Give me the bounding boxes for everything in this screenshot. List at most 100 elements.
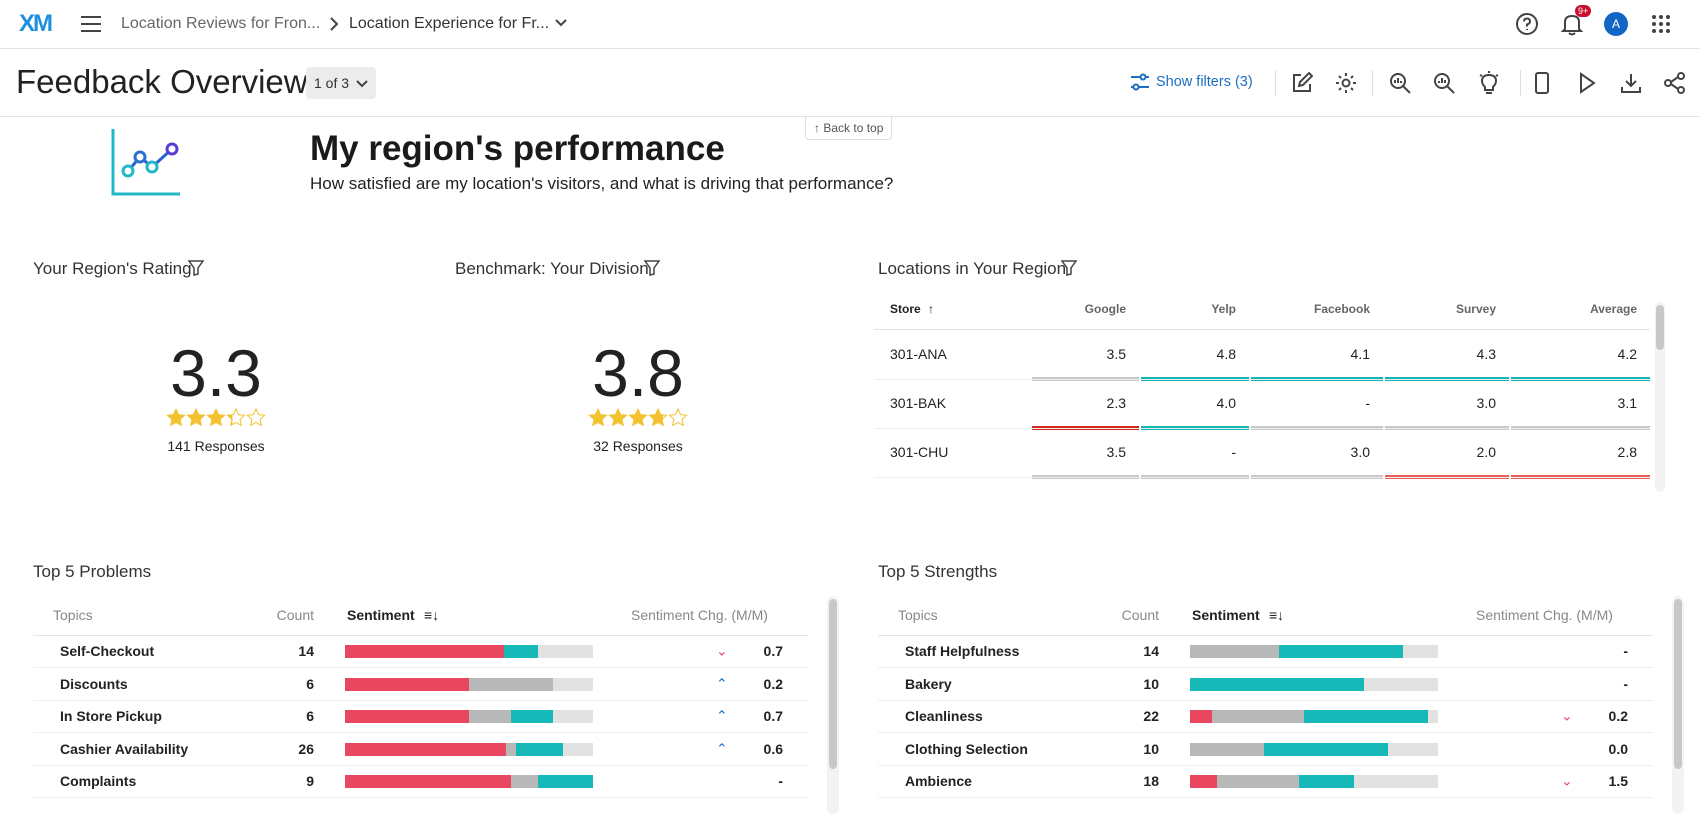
header-icon [111,129,180,196]
column-header[interactable]: Sentiment [1192,607,1260,623]
store-cell: 301-CHU [890,444,949,460]
topic: Staff Helpfulness [905,643,1020,659]
header-border [33,635,808,636]
topic: Self-Checkout [60,643,155,659]
page-selector-label[interactable]: 1 of 3 [314,75,350,91]
star [206,408,226,427]
rating-cell: 4.1 [1350,346,1370,362]
dropdown-icon[interactable] [555,19,567,27]
trend-arrow: ⌃ [716,675,728,691]
sort-icon[interactable]: ≡↓ [424,607,440,623]
count: 14 [298,643,314,659]
arrow: ↑ [814,121,824,135]
column-header[interactable]: Google [1084,302,1126,316]
notification-icon[interactable] [1561,12,1583,36]
page-title: Feedback Overview [16,63,308,100]
notification-badge: 9+ [1575,5,1592,17]
star [608,408,628,427]
row-border [33,797,808,798]
column-header[interactable]: Store [890,302,921,316]
trend-arrow: ⌃ [716,707,728,724]
sort-arrow[interactable]: ↑ [928,302,934,316]
show-filters[interactable]: Show filters (3) [1156,74,1253,90]
column-header[interactable]: Sentiment Chg. (M/M) [1476,607,1613,623]
column-header[interactable]: Count [276,607,314,623]
rating-cell: 2.3 [1106,395,1126,411]
sentiment-change: - [1623,675,1628,692]
sort-icon[interactable]: ≡↓ [1269,607,1285,623]
avatar[interactable]: A [1604,12,1628,36]
filter-icon[interactable] [1130,73,1150,91]
rating-cell: - [1365,395,1370,411]
trend-arrow: ⌄ [1561,707,1573,724]
sentiment-change: 0.7 [763,643,783,659]
star [166,408,186,427]
scroll-thumb[interactable] [1674,599,1682,769]
star [628,408,648,427]
topic: Complaints [60,773,137,789]
rating-cell: - [1231,444,1236,460]
sentiment-change: 1.5 [1608,773,1628,789]
column-header[interactable]: Facebook [1313,302,1370,316]
sentiment-segment [345,775,512,788]
apps-icon[interactable] [1651,14,1671,34]
column-header[interactable]: Average [1590,302,1637,316]
column-header[interactable]: Sentiment [347,607,415,623]
responses: 32 Responses [593,438,683,454]
sentiment-segment [511,710,554,723]
section-subtitle: How satisfied are my location's visitors… [310,174,894,193]
sentiment-change: 0.7 [763,708,783,724]
present-icon[interactable] [1578,72,1596,94]
star [246,408,266,427]
rating-cell: 2.0 [1476,444,1496,460]
analysis-icon[interactable] [1389,72,1411,94]
column-header[interactable]: Topics [53,607,93,623]
rating-cell: 3.0 [1476,395,1496,411]
sentiment-segment [1190,742,1265,756]
column-header[interactable]: Topics [898,607,938,623]
column-header[interactable]: Sentiment Chg. (M/M) [631,607,768,623]
column-header[interactable]: Count [1121,607,1159,623]
column-header[interactable]: Yelp [1211,302,1236,316]
download-icon[interactable] [1620,72,1642,94]
filter-icon[interactable] [188,260,204,276]
column-header[interactable]: Survey [1455,302,1496,316]
rating-cell: 4.3 [1476,346,1496,362]
row-border [33,699,808,701]
menu-icon[interactable] [80,14,102,34]
sentiment-segment [1279,645,1404,658]
back-to-top-label[interactable]: Back to top [823,121,884,135]
divider [1275,70,1276,96]
mobile-icon[interactable] [1534,72,1550,94]
sentiment-segment [345,742,507,756]
star [226,408,246,427]
chevron [330,17,339,31]
star [668,408,688,427]
edit-icon[interactable] [1291,72,1313,94]
logo[interactable]: XM [19,10,53,37]
star [588,408,608,427]
rating-cell: 4.2 [1617,346,1637,362]
back-to-top[interactable]: ↑ Back to top [805,117,893,140]
filter-icon[interactable] [1061,260,1077,276]
divider [1372,70,1373,96]
insights-icon[interactable] [1478,71,1500,95]
scroll-thumb[interactable] [829,599,837,769]
filter-icon[interactable] [644,260,660,276]
share-icon[interactable] [1664,72,1686,94]
help-icon[interactable] [1516,13,1538,35]
topic: Clothing Selection [905,740,1028,757]
scrollbar [1655,302,1665,492]
scroll-thumb[interactable] [1656,305,1664,350]
settings-icon[interactable] [1335,72,1357,94]
sentiment-segment [1304,710,1429,723]
rating-cell: 3.0 [1350,444,1370,460]
row-border [878,699,1653,701]
sentiment-segment [516,742,564,756]
nav-bar [0,0,1700,49]
breadcrumb[interactable]: Location Experience for Fr... [349,15,550,32]
dropdown-icon[interactable] [356,80,368,88]
stats-icon[interactable] [1433,72,1455,94]
breadcrumb[interactable]: Location Reviews for Fron... [121,15,321,32]
responses: 141 Responses [167,438,265,454]
